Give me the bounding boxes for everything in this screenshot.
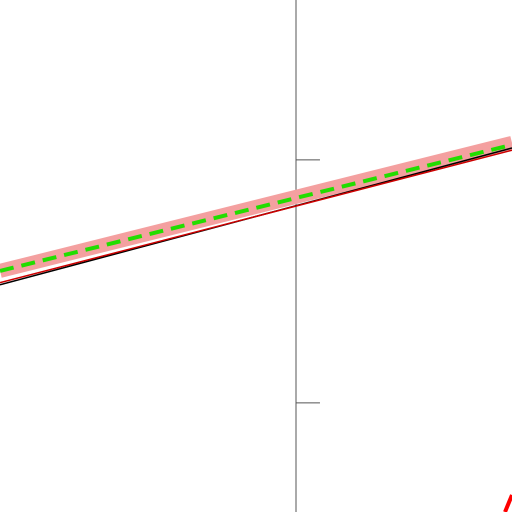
line xyxy=(0,136,512,278)
line xyxy=(503,494,512,512)
line xyxy=(0,149,512,284)
